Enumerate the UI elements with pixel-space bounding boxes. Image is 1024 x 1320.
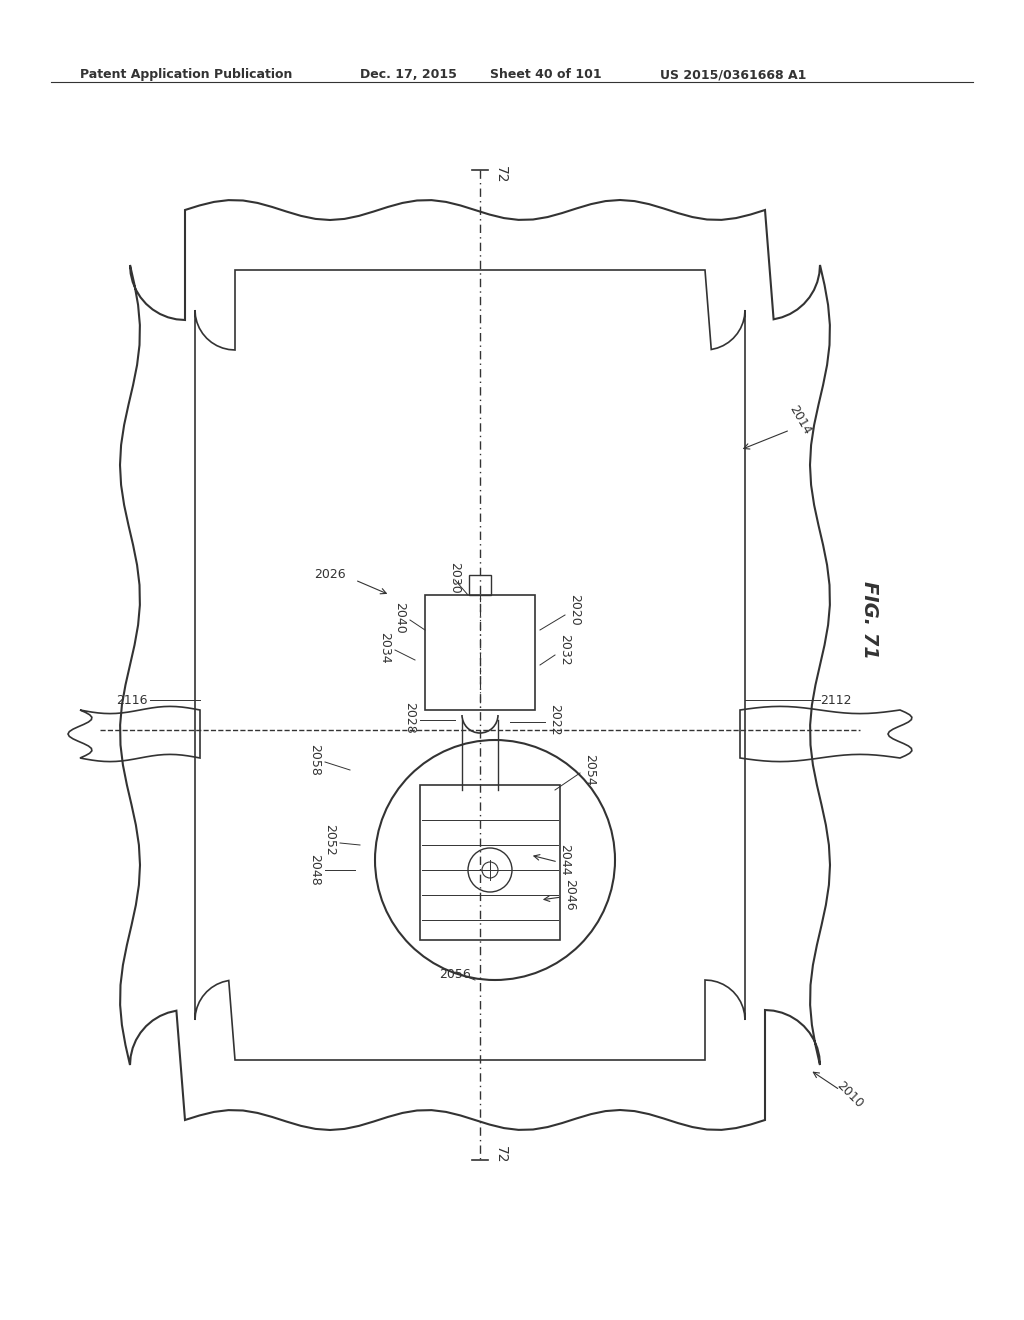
Text: 72: 72	[494, 166, 508, 183]
Text: US 2015/0361668 A1: US 2015/0361668 A1	[660, 69, 806, 81]
Text: 2056: 2056	[439, 969, 471, 982]
Text: 2014: 2014	[786, 403, 813, 437]
Text: 2030: 2030	[449, 562, 462, 594]
Bar	[469, 576, 490, 595]
Text: 2028: 2028	[403, 702, 417, 734]
Text: 2010: 2010	[835, 1080, 866, 1111]
Text: FIG. 71: FIG. 71	[860, 581, 880, 659]
Text: 2032: 2032	[558, 634, 571, 665]
Text: 2022: 2022	[549, 704, 561, 735]
Bar	[420, 785, 560, 940]
Text: 2044: 2044	[558, 845, 571, 875]
Text: 2048: 2048	[308, 854, 322, 886]
Text: 2026: 2026	[314, 569, 346, 582]
Text: 2040: 2040	[393, 602, 407, 634]
Text: 2054: 2054	[584, 754, 597, 785]
Text: 2046: 2046	[563, 879, 577, 911]
Text: Dec. 17, 2015: Dec. 17, 2015	[360, 69, 457, 81]
Text: 72: 72	[494, 1146, 508, 1164]
Text: 2116: 2116	[117, 693, 148, 706]
Text: 2052: 2052	[324, 824, 337, 855]
Text: 2058: 2058	[308, 744, 322, 776]
Text: Sheet 40 of 101: Sheet 40 of 101	[490, 69, 602, 81]
Bar	[425, 595, 535, 710]
Text: 2020: 2020	[568, 594, 582, 626]
Text: Patent Application Publication: Patent Application Publication	[80, 69, 293, 81]
Text: 2112: 2112	[820, 693, 852, 706]
Text: 2034: 2034	[379, 632, 391, 664]
